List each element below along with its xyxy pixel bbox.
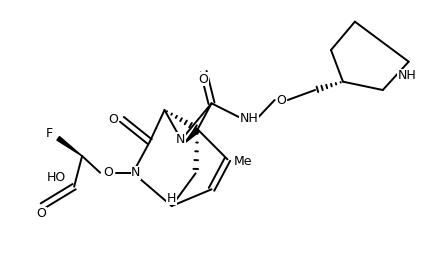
Polygon shape: [184, 127, 199, 144]
Text: NH: NH: [240, 112, 258, 125]
Text: O: O: [103, 166, 113, 179]
Polygon shape: [57, 137, 82, 156]
Text: N: N: [176, 133, 185, 146]
Text: NH: NH: [396, 69, 415, 82]
Text: HO: HO: [47, 171, 66, 184]
Text: H: H: [166, 192, 176, 205]
Text: O: O: [36, 207, 46, 220]
Text: O: O: [108, 113, 118, 126]
Text: O: O: [198, 73, 208, 86]
Text: Me: Me: [233, 155, 251, 168]
Text: F: F: [46, 128, 53, 140]
Text: N: N: [131, 166, 140, 179]
Text: O: O: [276, 94, 286, 107]
